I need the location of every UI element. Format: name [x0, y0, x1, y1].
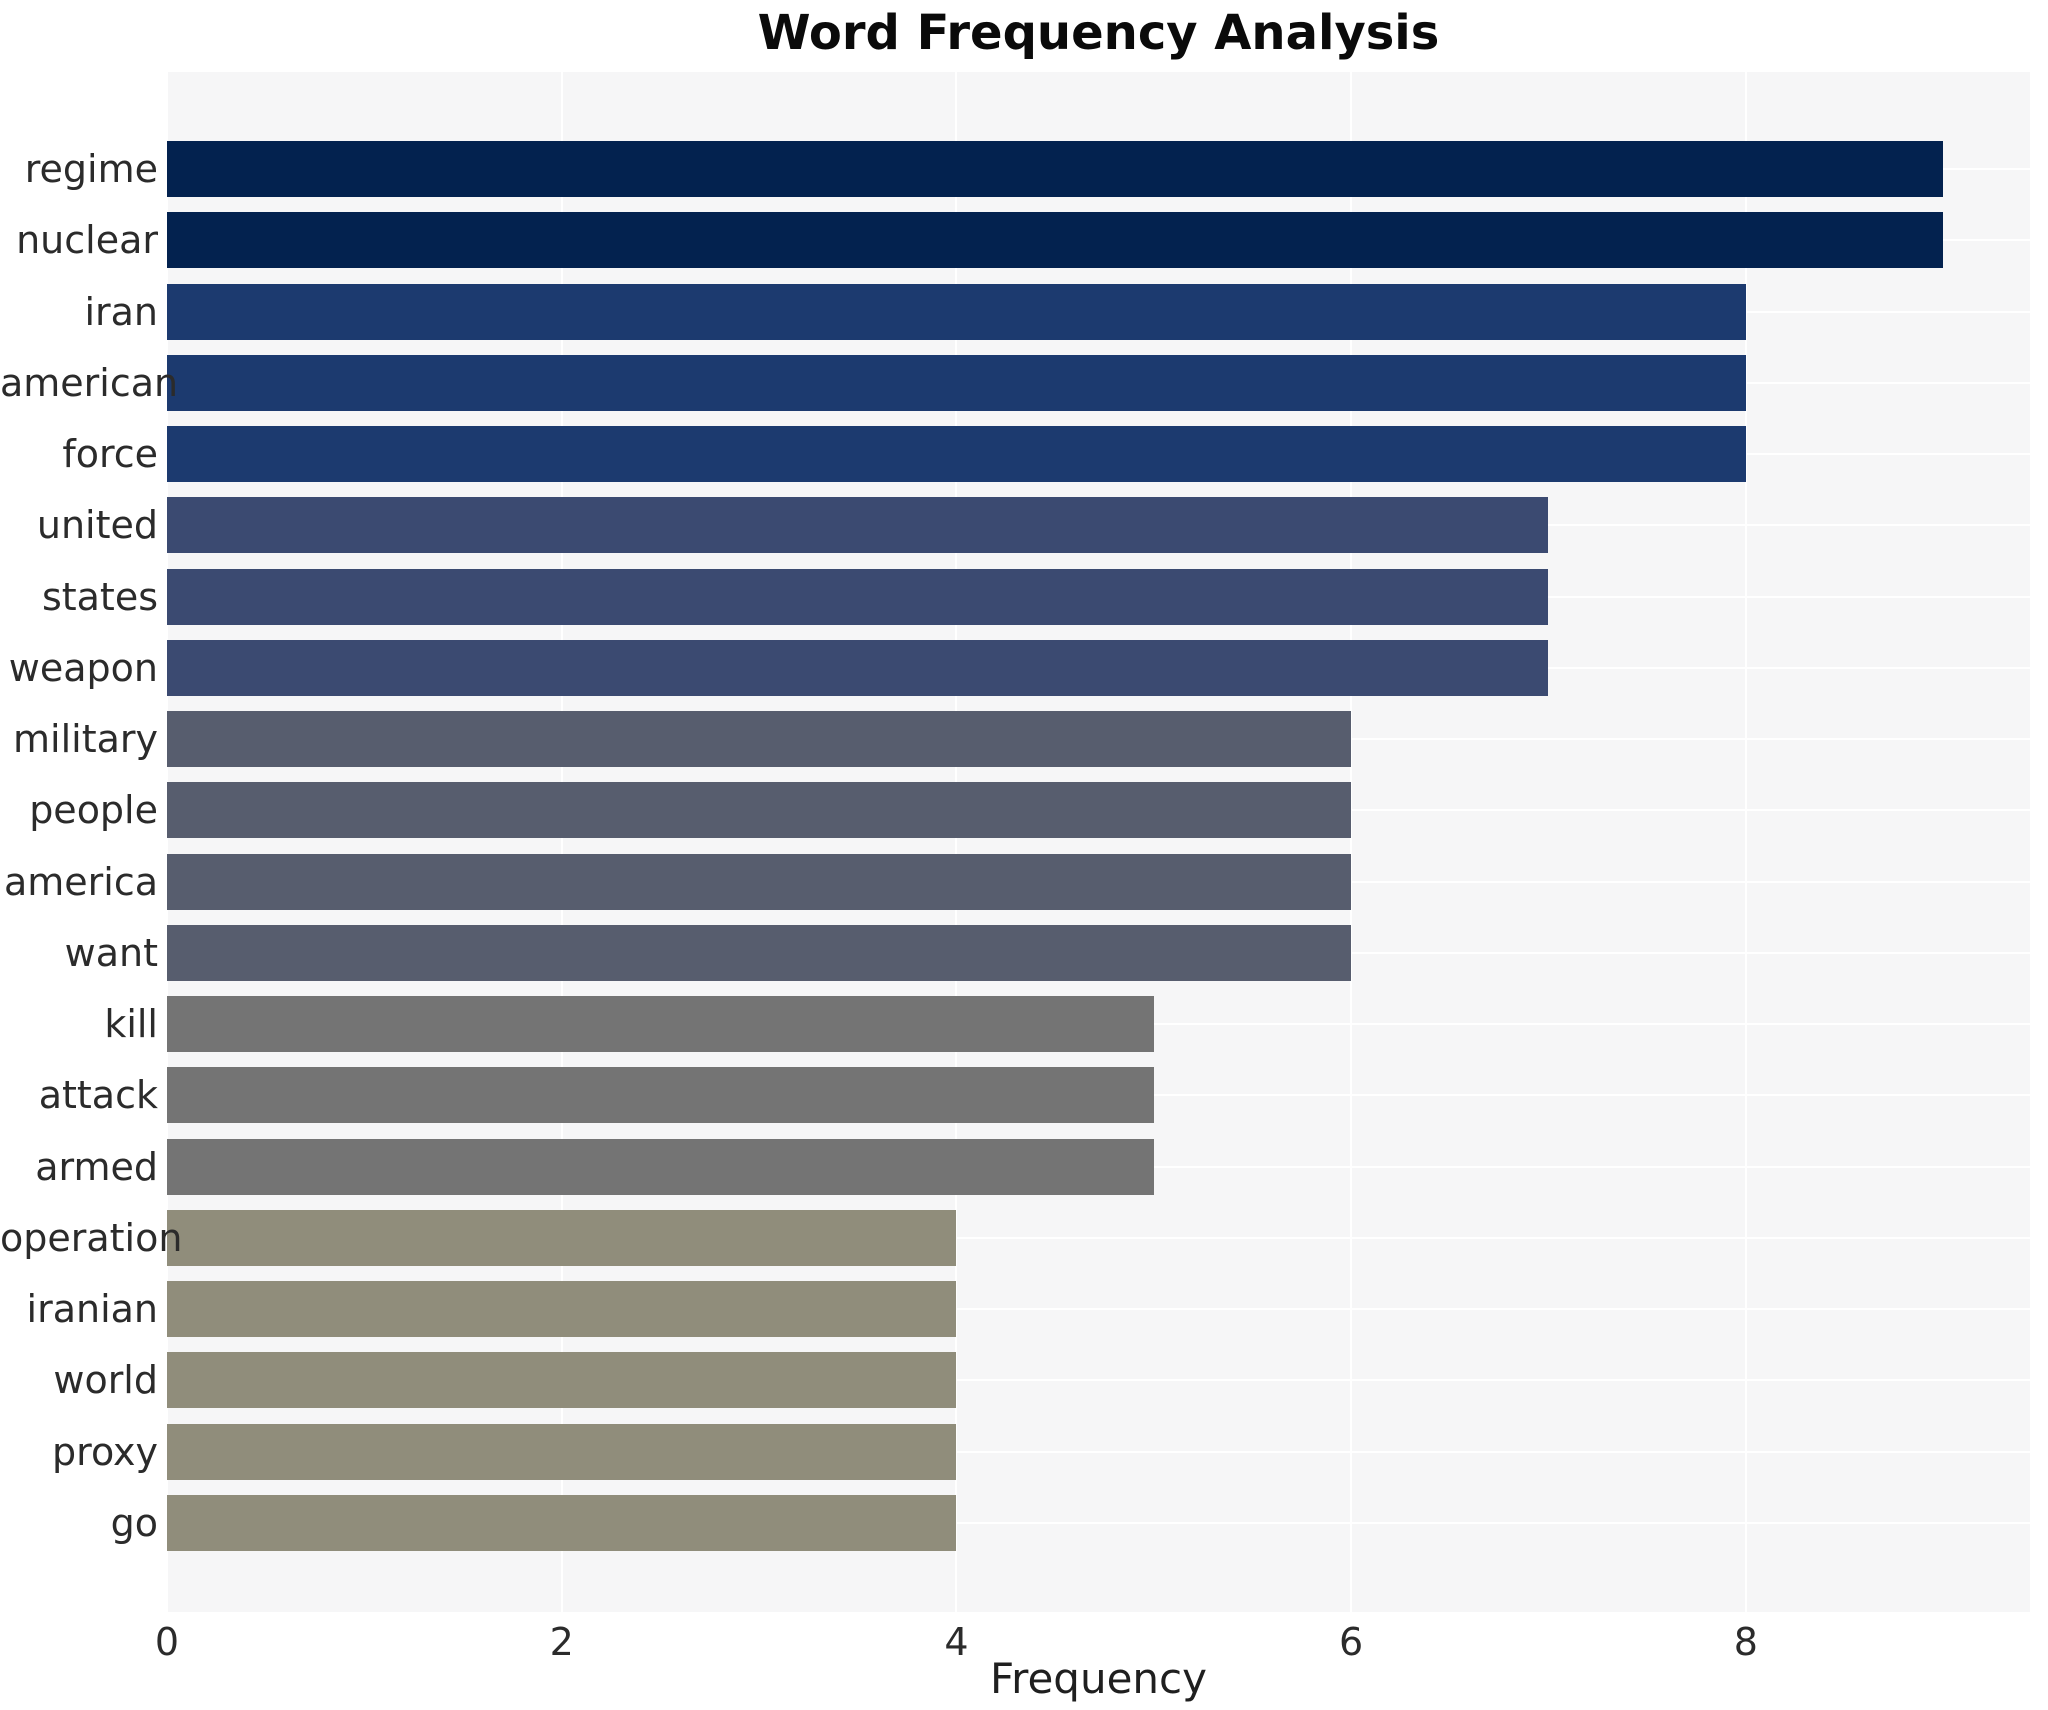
- bar-want: [167, 924, 1352, 981]
- category-label-weapon: weapon: [8, 645, 158, 690]
- category-label-attack: attack: [38, 1073, 158, 1118]
- bar-attack: [167, 1067, 1154, 1124]
- category-label-american: american: [0, 360, 179, 405]
- category-label-want: want: [64, 930, 158, 975]
- bar-kill: [167, 996, 1154, 1053]
- category-label-iran: iran: [84, 289, 158, 334]
- category-label-go: go: [110, 1500, 158, 1545]
- y-gridline: [167, 1521, 2030, 1524]
- y-axis-labels: regime nuclear iran american force united stat…: [0, 72, 183, 1612]
- x-gridline: [166, 72, 168, 1612]
- bar-operation: [167, 1209, 957, 1266]
- bar-nuclear: [167, 212, 1944, 269]
- y-gridline: [167, 1236, 2030, 1239]
- category-label-armed: armed: [35, 1144, 158, 1189]
- bar-iranian: [167, 1281, 957, 1338]
- bar-armed: [167, 1138, 1154, 1195]
- bar-go: [167, 1494, 957, 1551]
- category-label-people: people: [29, 788, 158, 833]
- y-gridline: [167, 1379, 2030, 1382]
- category-label-iranian: iranian: [26, 1287, 158, 1332]
- x-gridline: [1350, 72, 1353, 1612]
- bar-world: [167, 1352, 957, 1409]
- category-label-proxy: proxy: [52, 1429, 158, 1474]
- category-label-world: world: [53, 1358, 158, 1403]
- category-label-united: united: [36, 503, 158, 548]
- category-label-america: america: [3, 859, 158, 904]
- bar-america: [167, 853, 1352, 910]
- bar-iran: [167, 283, 1746, 340]
- bar-force: [167, 426, 1746, 483]
- x-axis-title: Frequency: [990, 1654, 1207, 1703]
- bar-weapon: [167, 639, 1549, 696]
- category-label-military: military: [13, 717, 158, 762]
- bar-proxy: [167, 1423, 957, 1480]
- bar-regime: [167, 141, 1944, 197]
- bar-people: [167, 782, 1352, 839]
- category-label-nuclear: nuclear: [16, 218, 158, 263]
- category-label-force: force: [62, 432, 158, 477]
- bar-american: [167, 354, 1746, 411]
- x-gridline: [1744, 72, 1747, 1612]
- category-label-kill: kill: [104, 1002, 158, 1047]
- plot-area: [166, 72, 2030, 1612]
- y-gridline: [167, 1450, 2030, 1453]
- category-label-regime: regime: [24, 147, 158, 191]
- y-gridline: [167, 1308, 2030, 1311]
- bar-united: [167, 497, 1549, 554]
- x-gridline: [955, 72, 958, 1612]
- category-label-states: states: [41, 574, 158, 619]
- bar-states: [167, 568, 1549, 625]
- category-label-operation: operation: [0, 1215, 183, 1260]
- x-gridline: [560, 72, 563, 1612]
- chart-title: Word Frequency Analysis: [757, 5, 1440, 61]
- bar-military: [167, 711, 1352, 768]
